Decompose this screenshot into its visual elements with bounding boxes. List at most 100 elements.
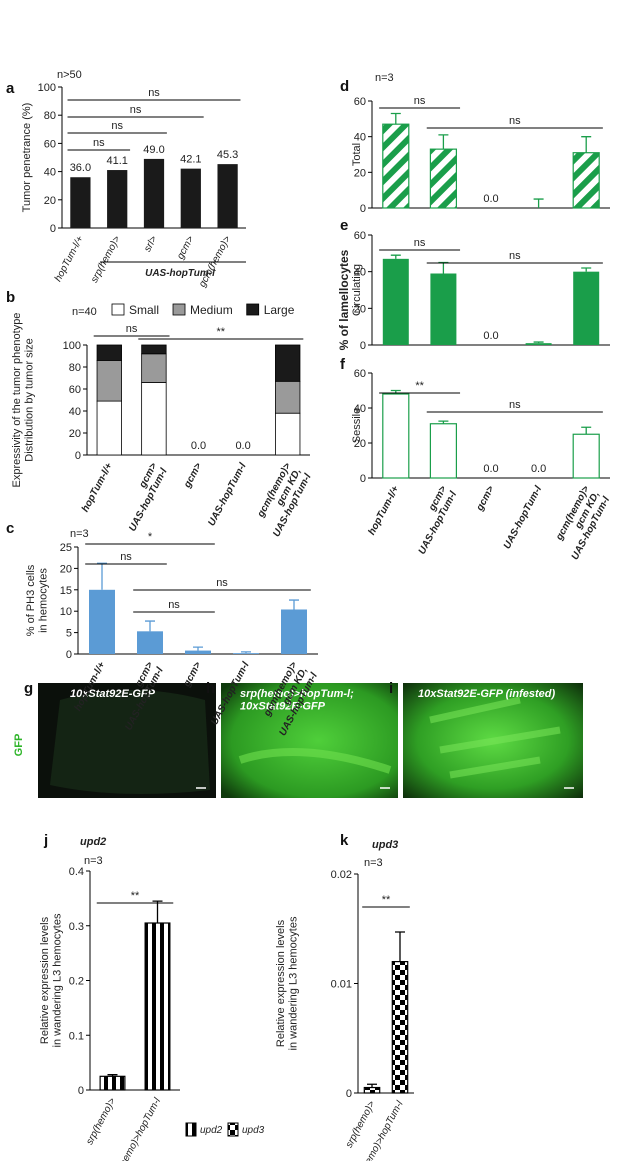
- x-tick-label: srp(hemo)>hopTum-l: [110, 1096, 164, 1161]
- value-label: 42.1: [180, 154, 201, 166]
- bar-segment: [141, 381, 167, 456]
- y-tick-label: 20: [44, 195, 56, 207]
- y-tick-label: 0.02: [331, 869, 352, 881]
- error-bar: [438, 420, 449, 424]
- error-bar: [533, 198, 544, 208]
- x-tick-label: gcm>: [182, 461, 205, 490]
- x-tick-label: gcm>UAS-hopTum-l: [407, 484, 460, 556]
- y-tick-label: 100: [63, 340, 81, 352]
- value-label: 45.3: [217, 149, 238, 161]
- significance-label: **: [415, 380, 424, 392]
- y-tick-label: 40: [354, 267, 366, 279]
- y-axis-label: Tumor penetrance (%): [21, 103, 33, 213]
- y-tick-label: 40: [354, 132, 366, 144]
- legend-label: upd3: [242, 1125, 265, 1136]
- y-tick-label: 0: [360, 203, 366, 215]
- bar: [430, 273, 457, 345]
- significance-label: ns: [148, 87, 160, 99]
- image-h: [221, 683, 398, 798]
- error-bar: [438, 261, 449, 274]
- significance-label: ns: [111, 120, 123, 132]
- y-tick-label: 0.4: [69, 866, 84, 878]
- error-bar: [193, 646, 203, 651]
- y-tick-label: 60: [354, 230, 366, 242]
- image-label: 10xStat92E-GFP: [70, 688, 156, 700]
- image-label: srp(hemo)>hopTum-l; 10xStat92E-GFP: [240, 688, 354, 713]
- legend-swatch: [185, 1122, 197, 1137]
- y-tick-label: 60: [354, 96, 366, 108]
- bar-segment: [141, 353, 167, 383]
- image-label: 10xStat92E-GFP (infested): [418, 688, 555, 700]
- significance-label: **: [131, 890, 140, 902]
- legend-swatch: [172, 303, 186, 316]
- bar-segment: [275, 344, 301, 382]
- bar: [89, 589, 115, 654]
- error-bar: [533, 341, 544, 344]
- y-tick-label: 40: [354, 403, 366, 415]
- y-tick-label: 0: [78, 1085, 84, 1097]
- bar: [137, 631, 163, 654]
- y-tick-label: 0: [360, 340, 366, 352]
- bar: [143, 158, 165, 228]
- y-tick-label: 20: [69, 428, 81, 440]
- x-tick-label: srp(hemo)>: [84, 1096, 118, 1147]
- bar: [185, 650, 211, 654]
- y-tick-label: 25: [60, 542, 72, 554]
- bar: [429, 423, 457, 479]
- value-label: 0.0: [531, 463, 546, 475]
- y-tick-label: 0.3: [69, 921, 84, 933]
- y-tick-label: 20: [354, 438, 366, 450]
- y-tick-label: 0: [75, 450, 81, 462]
- y-tick-label: 20: [354, 167, 366, 179]
- significance-label: ns: [509, 399, 521, 411]
- x-tick-label: hopTum-l/+: [366, 484, 401, 537]
- legend-label: Small: [129, 303, 159, 317]
- y-tick-label: 20: [354, 303, 366, 315]
- y-tick-label: 20: [60, 563, 72, 575]
- error-bar: [152, 900, 163, 924]
- error-bar: [145, 620, 155, 632]
- error-bar: [581, 267, 592, 272]
- y-axis-label: Relative expression levelsin wandering L…: [39, 913, 64, 1047]
- error-bar: [367, 1083, 377, 1088]
- bar: [99, 1075, 126, 1091]
- y-tick-label: 60: [354, 368, 366, 380]
- x-tick-label: srp(hemo)>: [89, 234, 123, 285]
- bar: [382, 258, 409, 345]
- bar: [180, 168, 201, 228]
- bar: [233, 653, 259, 654]
- image-g-tissue: [50, 690, 210, 794]
- significance-label: ns: [414, 237, 426, 249]
- value-label: 49.0: [143, 144, 164, 156]
- shared-y-label: % of lamellocytes: [337, 249, 351, 350]
- significance-label: **: [217, 326, 226, 338]
- bar-segment: [275, 412, 301, 456]
- x-tick-label: srl>: [142, 234, 159, 254]
- y-tick-label: 0: [346, 1088, 352, 1100]
- panel-letter: g: [24, 680, 33, 697]
- error-bar: [390, 254, 401, 259]
- bar: [573, 271, 600, 345]
- y-axis-label: Sessile: [351, 408, 363, 443]
- value-label: 36.0: [70, 162, 91, 174]
- legend-swatch: [227, 1122, 239, 1137]
- y-tick-label: 0: [360, 473, 366, 485]
- image-h-texture: [238, 748, 392, 774]
- x-tick-label: gcm>UAS-hopTum-l: [117, 461, 170, 533]
- significance-label: ns: [93, 137, 105, 149]
- error-bar: [390, 112, 401, 125]
- error-bar: [241, 651, 251, 654]
- panel-letter: e: [340, 217, 348, 234]
- value-label: 41.1: [106, 155, 127, 167]
- y-tick-label: 5: [66, 628, 72, 640]
- bar: [70, 177, 91, 228]
- bar-segment: [275, 380, 301, 414]
- bar: [391, 960, 409, 1094]
- bar: [382, 393, 410, 479]
- bar: [363, 1086, 381, 1094]
- panel-letter: b: [6, 289, 15, 306]
- panel-letter: a: [6, 80, 15, 97]
- significance-label: ns: [126, 323, 138, 335]
